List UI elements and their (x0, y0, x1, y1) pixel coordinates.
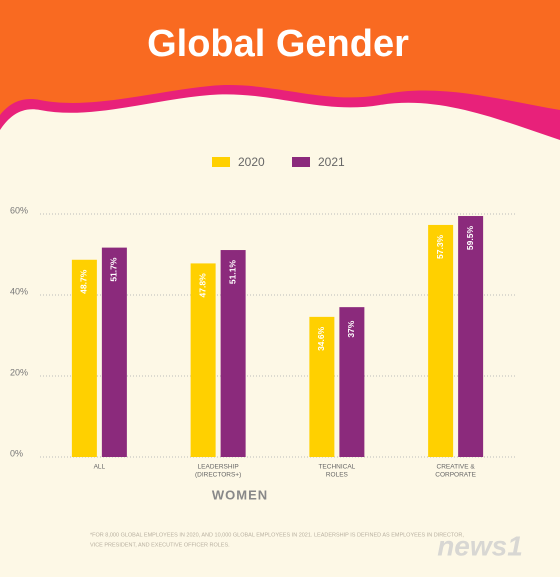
value-label: 47.8% (197, 273, 207, 298)
y-tick-label: 0% (10, 448, 23, 458)
value-label: 59.5% (465, 226, 475, 251)
bar (458, 216, 484, 457)
y-tick-label: 40% (10, 286, 28, 296)
x-tick-label: ROLES (326, 472, 349, 479)
watermark: news1 (437, 530, 523, 561)
footnote: VICE PRESIDENT, AND EXECUTIVE OFFICER RO… (90, 542, 230, 548)
bar (428, 224, 454, 457)
legend-label: 2021 (318, 155, 345, 169)
value-label: 51.1% (227, 260, 237, 285)
value-label: 34.6% (316, 326, 326, 351)
legend-label: 2020 (238, 155, 265, 169)
chart-title: Global Gender (147, 23, 409, 65)
legend-swatch (212, 157, 230, 167)
y-tick-label: 20% (10, 367, 28, 377)
x-tick-label: TECHNICAL (318, 464, 355, 471)
x-tick-label: ALL (94, 464, 106, 471)
x-tick-label: (DIRECTORS+) (195, 472, 241, 479)
bar (339, 307, 365, 457)
bar (101, 247, 127, 457)
value-label: 51.7% (109, 257, 119, 282)
value-label: 57.3% (435, 234, 445, 259)
x-axis-label: WOMEN (212, 487, 268, 502)
footnote: *FOR 8,000 GLOBAL EMPLOYEES IN 2020, AND… (90, 532, 464, 538)
bar (220, 250, 246, 457)
header (0, 0, 560, 115)
value-label: 37% (346, 320, 356, 337)
x-tick-label: CREATIVE & (437, 464, 476, 471)
y-tick-label: 60% (10, 205, 28, 215)
legend-swatch (292, 157, 310, 167)
bar (190, 263, 216, 457)
bar (71, 259, 97, 457)
bar (309, 316, 335, 457)
x-tick-label: CORPORATE (435, 472, 476, 479)
x-tick-label: LEADERSHIP (198, 464, 239, 471)
value-label: 48.7% (79, 269, 89, 294)
